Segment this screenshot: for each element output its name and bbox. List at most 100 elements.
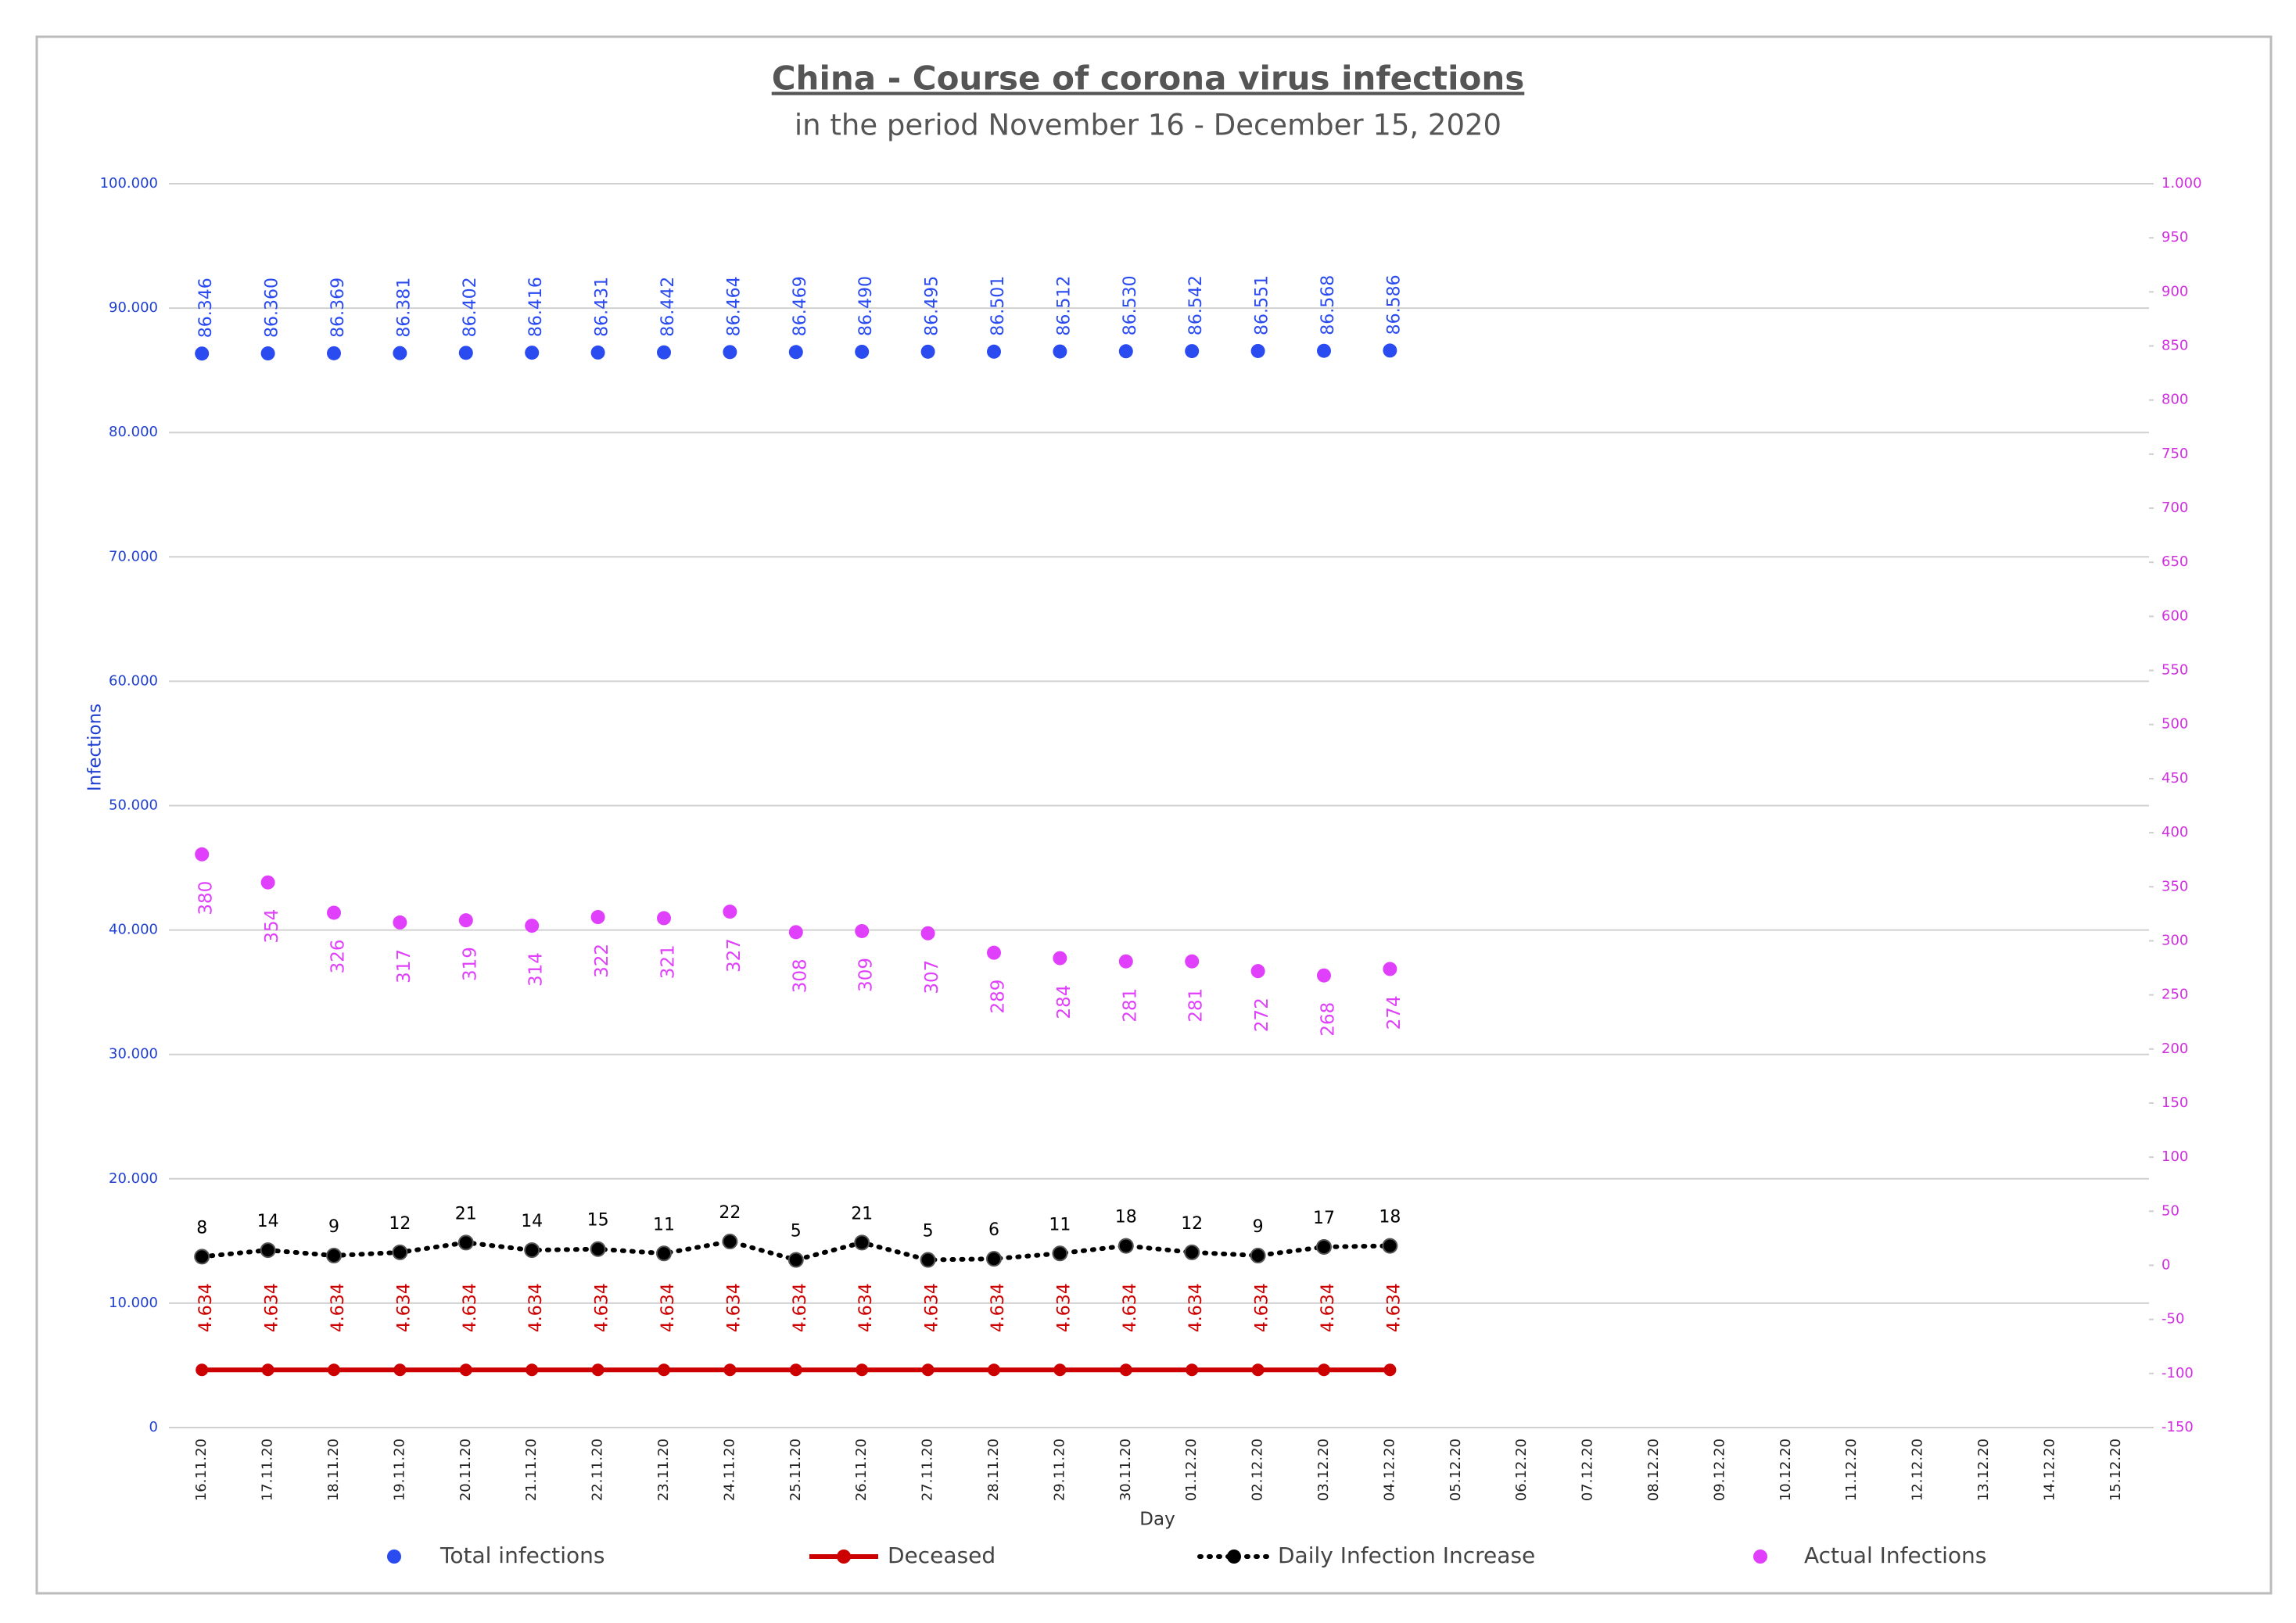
y-tick-label: 20.000 (109, 1170, 158, 1187)
data-label: 22 (719, 1203, 741, 1223)
y2-tick-label: 350 (2161, 878, 2188, 894)
legend-label: Total infections (439, 1542, 605, 1568)
data-point (920, 926, 935, 940)
data-label: 86.464 (724, 276, 744, 336)
x-tick-label: 20.11.20 (457, 1438, 474, 1501)
x-tick-label: 15.12.20 (2108, 1438, 2124, 1501)
x-tick-label: 23.11.20 (655, 1438, 672, 1501)
x-tick-label: 05.12.20 (1448, 1438, 1464, 1501)
data-point (195, 346, 210, 361)
data-label: 86.416 (526, 277, 546, 337)
y2-tick-label: 550 (2161, 662, 2188, 679)
data-point (327, 346, 341, 360)
data-label: 14 (521, 1212, 543, 1231)
data-label: 86.495 (923, 276, 942, 336)
data-label: 86.431 (593, 277, 612, 337)
data-label: 12 (1181, 1214, 1203, 1234)
x-tick-label: 22.11.20 (590, 1438, 606, 1501)
data-point (1186, 1363, 1199, 1377)
data-label: 326 (328, 939, 349, 973)
data-label: 86.381 (394, 278, 414, 338)
data-point (1052, 1245, 1068, 1262)
data-point (196, 1363, 209, 1377)
chart-title: China - Course of corona virus infection… (772, 59, 1525, 98)
y2-tick-label: 250 (2161, 987, 2188, 1003)
y-tick-label: 10.000 (109, 1295, 158, 1311)
data-label: 4.634 (1384, 1283, 1404, 1332)
data-point (1317, 343, 1331, 358)
data-label: 5 (791, 1222, 802, 1241)
data-label: 321 (658, 944, 679, 979)
y2-tick-label: 100 (2161, 1148, 2188, 1165)
data-label: 11 (1049, 1215, 1071, 1234)
data-point (1053, 344, 1067, 359)
data-label: 380 (196, 881, 217, 915)
data-point (1317, 968, 1331, 983)
legend-label: Daily Infection Increase (1278, 1542, 1535, 1568)
data-label: 86.501 (988, 276, 1008, 336)
data-label: 4.634 (923, 1283, 942, 1332)
y2-tick-label: 700 (2161, 500, 2188, 516)
y-tick-label: 0 (149, 1419, 158, 1435)
x-tick-label: 07.12.20 (1580, 1438, 1596, 1501)
data-label: 9 (328, 1217, 339, 1237)
data-point (327, 905, 341, 920)
x-tick-label: 09.12.20 (1711, 1438, 1727, 1501)
data-point (986, 1251, 1002, 1267)
data-label: 309 (856, 958, 877, 992)
x-tick-label: 25.11.20 (787, 1438, 804, 1501)
data-label: 268 (1318, 1002, 1339, 1037)
x-tick-label: 08.12.20 (1645, 1438, 1662, 1501)
y-tick-label: 30.000 (109, 1046, 158, 1062)
y2-tick-label: 300 (2161, 932, 2188, 948)
x-tick-label: 24.11.20 (721, 1438, 737, 1501)
data-label: 14 (257, 1212, 279, 1231)
data-point (1184, 1244, 1200, 1260)
data-label: 281 (1120, 988, 1140, 1023)
y-tick-label: 90.000 (109, 299, 158, 316)
data-point (260, 1242, 276, 1259)
x-tick-label: 28.11.20 (985, 1438, 1002, 1501)
data-point (788, 925, 803, 940)
data-label: 4.634 (1253, 1283, 1272, 1332)
data-label: 86.542 (1186, 275, 1206, 335)
data-point (723, 345, 737, 360)
data-point (1250, 343, 1265, 358)
x-tick-label: 27.11.20 (920, 1438, 936, 1501)
y2-tick-label: 500 (2161, 716, 2188, 733)
data-point (194, 1249, 210, 1265)
data-point (722, 1234, 738, 1250)
data-point (1383, 1363, 1397, 1377)
data-point (920, 1252, 936, 1268)
data-label: 307 (922, 960, 942, 994)
data-point (526, 1363, 539, 1377)
data-point (1251, 1363, 1265, 1377)
data-point (260, 875, 275, 890)
x-axis-label: Day (1139, 1510, 1175, 1530)
data-point (1053, 951, 1067, 966)
x-tick-label: 01.12.20 (1183, 1438, 1200, 1501)
data-label: 317 (394, 949, 414, 983)
data-label: 4.634 (1186, 1283, 1206, 1332)
data-point (393, 346, 407, 360)
chart-frame (35, 35, 2273, 1595)
y2-tick-label: 150 (2161, 1095, 2188, 1111)
data-point (591, 1363, 604, 1377)
data-point (657, 345, 671, 360)
data-label: 86.442 (658, 277, 678, 337)
data-point (787, 1252, 804, 1268)
data-label: 274 (1384, 995, 1405, 1030)
y-tick-label: 100.000 (100, 175, 158, 192)
data-point (1316, 1238, 1332, 1255)
y2-tick-label: 950 (2161, 229, 2188, 245)
x-tick-label: 14.12.20 (2041, 1438, 2057, 1501)
data-point (1185, 344, 1200, 359)
y-tick-label: 60.000 (109, 672, 158, 689)
data-point (261, 1363, 274, 1377)
data-label: 11 (653, 1215, 675, 1234)
data-label: 4.634 (1054, 1283, 1074, 1332)
data-point (590, 345, 605, 360)
y2-tick-label: 650 (2161, 554, 2188, 570)
data-label: 12 (389, 1214, 411, 1234)
